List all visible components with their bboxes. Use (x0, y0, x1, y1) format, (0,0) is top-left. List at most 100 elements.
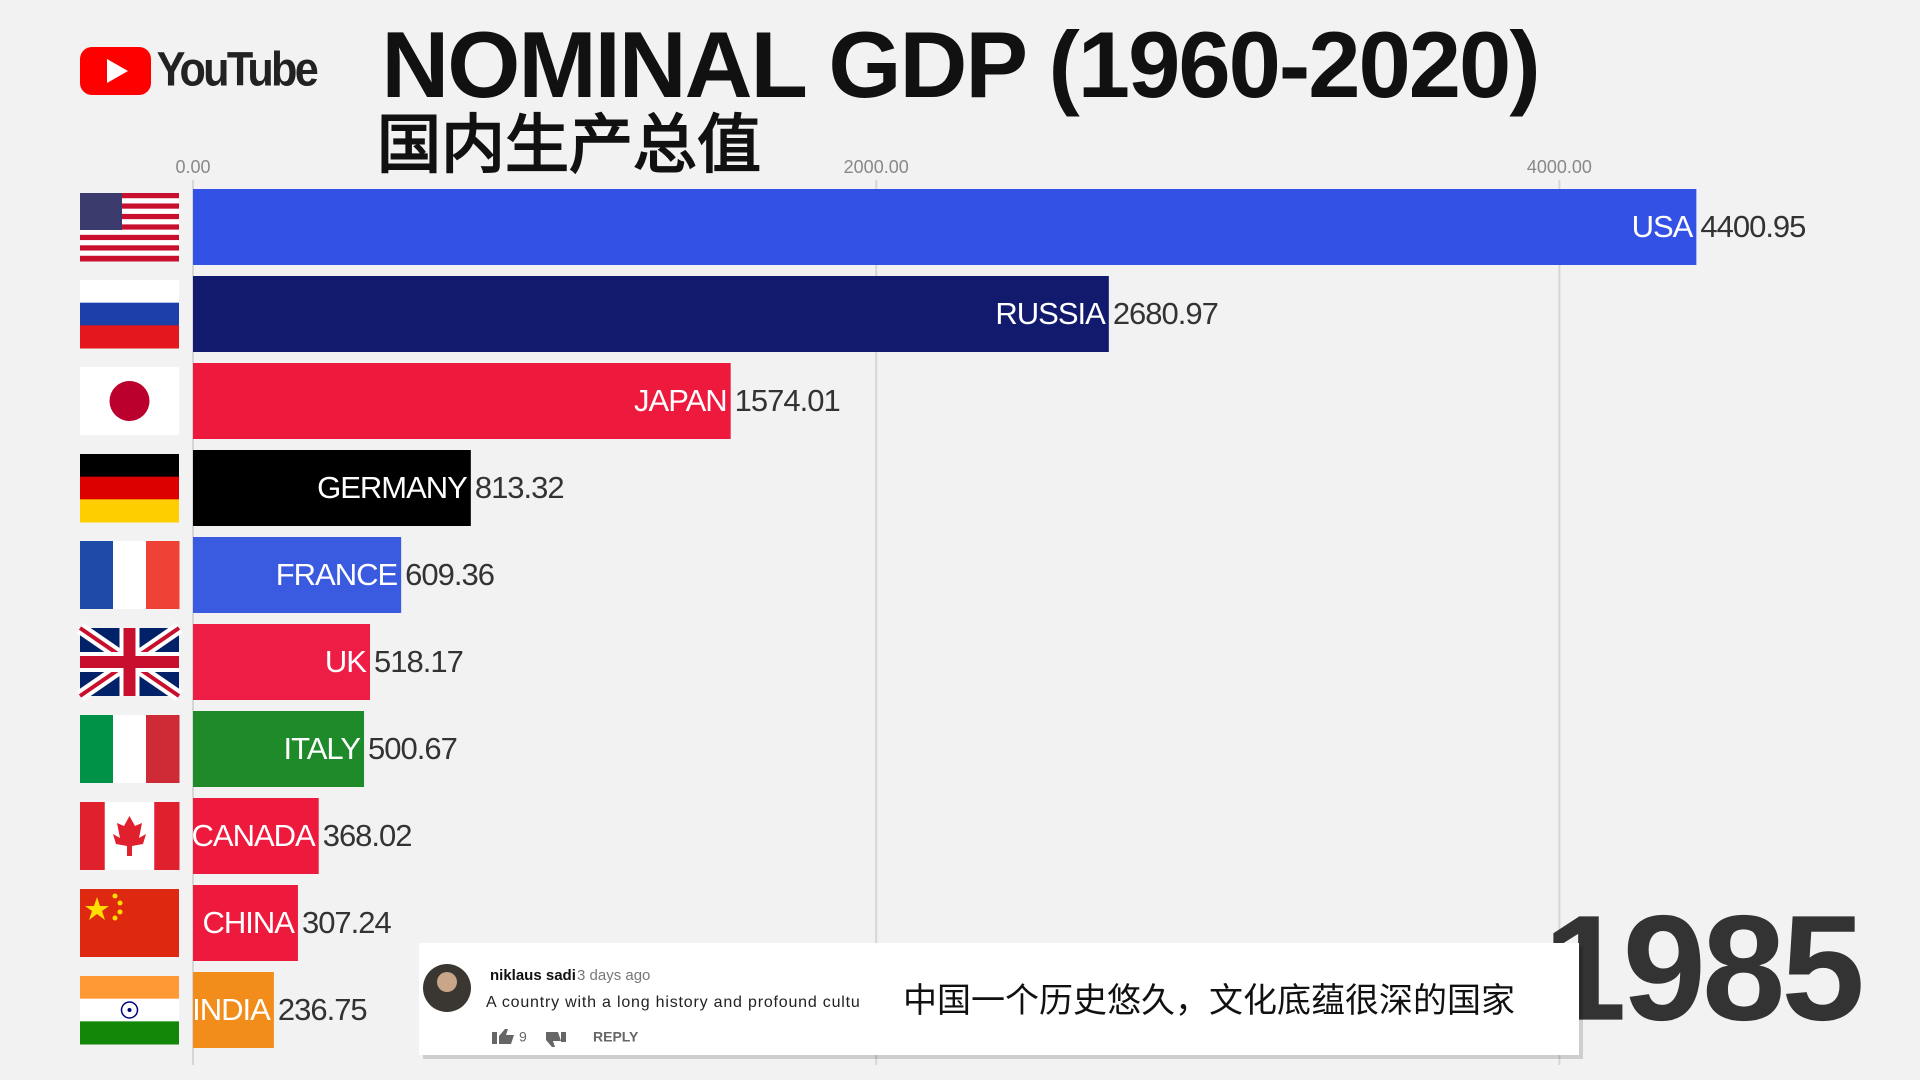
flag-part (80, 1021, 179, 1045)
bar-value-label: 236.75 (278, 992, 367, 1027)
bar (193, 624, 371, 700)
flag-part (80, 193, 179, 199)
flag-part (80, 240, 179, 246)
bar-value-label: 307.24 (302, 905, 392, 940)
chart-title: NOMINAL GDP (1960-2020) (381, 12, 1538, 117)
chart-subtitle: 国内生产总值 (377, 109, 761, 181)
flag-part (154, 802, 180, 870)
flag-part (113, 541, 147, 609)
flag (80, 802, 180, 870)
flag-part (80, 255, 179, 262)
bar-value-label: 500.67 (368, 731, 457, 766)
x-tick-label: 4000.00 (1527, 157, 1592, 177)
flag-part (80, 976, 179, 1000)
flag-part (80, 302, 179, 326)
bar-category-label: GERMANY (317, 470, 467, 505)
bar-value-label: 368.02 (323, 818, 412, 853)
bar-category-label: CHINA (203, 905, 296, 940)
avatar-face (437, 972, 457, 992)
flag-part (113, 715, 147, 783)
reply-button[interactable]: REPLY (593, 1029, 639, 1045)
bar (193, 450, 471, 526)
comment-time: 3 days ago (577, 967, 650, 984)
flag-part (80, 208, 179, 215)
flag-part (80, 499, 179, 523)
flag-part (80, 229, 179, 236)
logo-play (107, 59, 128, 83)
flag-part (80, 889, 179, 957)
flag (80, 454, 179, 523)
bar-category-label: CANADA (192, 818, 317, 853)
year-label: 1985 (1543, 884, 1861, 1052)
bar-category-label: RUSSIA (995, 296, 1106, 331)
flag (80, 193, 179, 262)
bar-value-label: 1574.01 (735, 383, 840, 418)
bar (193, 363, 731, 439)
bar-category-label: JAPAN (634, 383, 727, 418)
chart: 0.00 2000.00 4000.00 USA 4400.95 RUSSIA 2680.9… (76, 157, 1806, 1065)
flag-part (80, 476, 179, 500)
comment-card: niklaus sadi 3 days ago A country with a… (419, 943, 1583, 1059)
bar-category-label: USA (1632, 209, 1694, 244)
flag-part (117, 900, 123, 906)
flag (80, 280, 179, 349)
flag-part (80, 325, 179, 349)
flag-part (80, 245, 179, 252)
flag-part (80, 219, 179, 225)
x-tick-label: 2000.00 (844, 157, 909, 177)
comment-text: A country with a long history and profou… (486, 994, 861, 1011)
comment-user: niklaus sadi (490, 967, 576, 984)
bar-category-label: INDIA (192, 992, 271, 1027)
flag (80, 367, 179, 435)
flag-part (112, 893, 118, 899)
bar-category-label: UK (325, 644, 367, 679)
flag-part (80, 715, 114, 783)
bar (193, 189, 1697, 265)
bar (193, 798, 319, 874)
flag-part (80, 203, 179, 210)
flag-part (80, 224, 179, 231)
bar (193, 711, 365, 787)
flag (80, 541, 180, 609)
bar-value-label: 2680.97 (1113, 296, 1218, 331)
flag-part (127, 1008, 132, 1012)
flag (80, 889, 179, 957)
flag-part (109, 381, 150, 421)
flag-part (120, 1001, 139, 1019)
dislike-icon[interactable] (546, 1032, 566, 1047)
bar-value-label: 4400.95 (1700, 209, 1805, 244)
youtube-logo: YouTube (80, 43, 320, 96)
comment-box (419, 943, 1579, 1055)
flag-part (80, 802, 106, 870)
bar-category-label: ITALY (283, 731, 360, 766)
flag-part (117, 909, 123, 915)
subtitle-caption: 中国一个历史悠久，文化底蕴很深的国家 (903, 982, 1515, 1020)
flag (80, 715, 180, 783)
bar (193, 972, 274, 1048)
like-icon[interactable] (492, 1029, 514, 1044)
flag-part (80, 213, 179, 220)
flag-part (80, 250, 179, 257)
flag-part (123, 628, 136, 696)
flag-part (146, 715, 180, 783)
bar-category-label: FRANCE (276, 557, 398, 592)
bar-value-label: 518.17 (374, 644, 463, 679)
bar-value-label: 813.32 (475, 470, 564, 505)
flag-part (80, 198, 179, 204)
flag-part (146, 541, 180, 609)
x-tick-label: 0.00 (175, 157, 210, 177)
bar-value-label: 609.36 (405, 557, 494, 592)
bar (193, 885, 298, 961)
flag-part (80, 280, 179, 304)
like-count: 9 (519, 1029, 527, 1045)
flag-part (80, 454, 179, 478)
flag (76, 623, 183, 701)
bar (193, 276, 1109, 352)
flag-part (80, 234, 179, 241)
flag-part (80, 193, 122, 230)
flag (80, 976, 179, 1045)
flag-part (85, 897, 109, 920)
bar (193, 537, 402, 613)
flag-part (113, 816, 146, 856)
